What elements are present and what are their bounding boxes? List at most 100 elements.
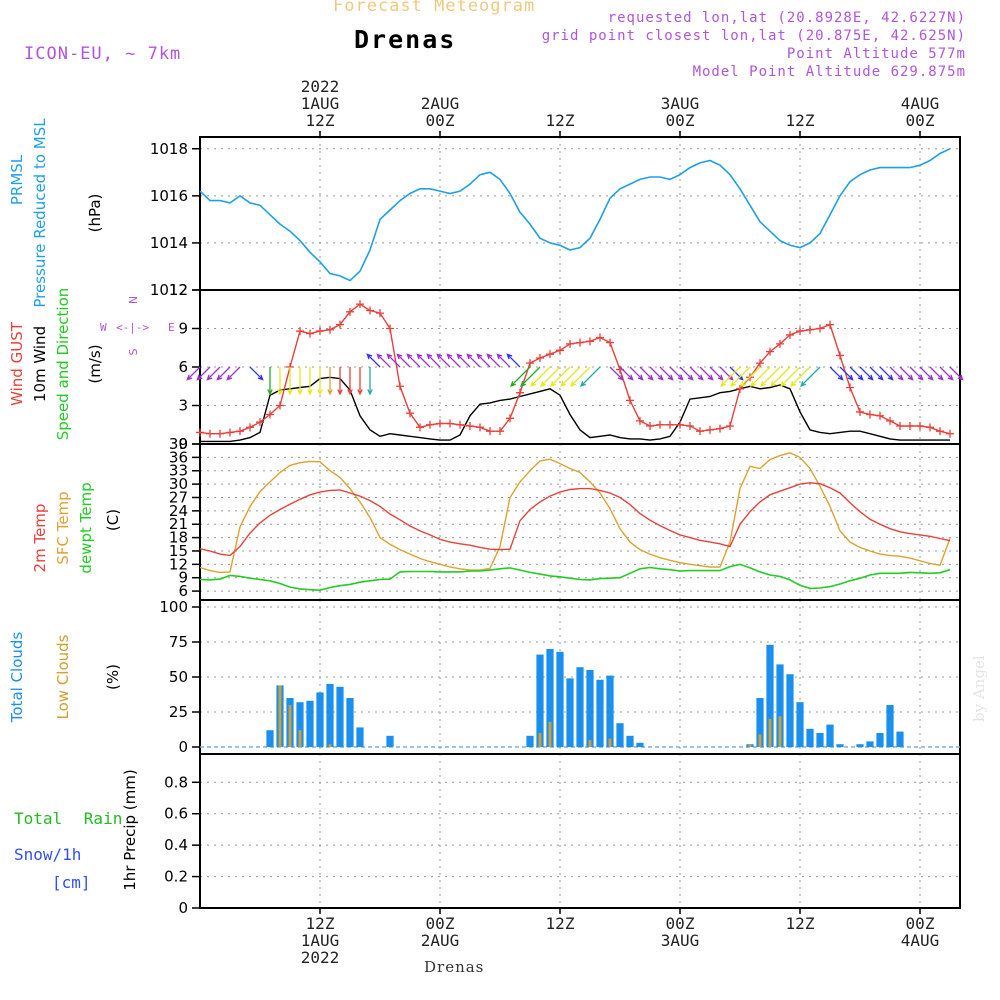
total-cloud-bar <box>336 686 344 747</box>
wind-gust-label: Wind GUST <box>8 321 26 406</box>
wind-arrow <box>347 367 353 396</box>
point-altitude: Point Altitude 577m <box>786 46 966 62</box>
total-cloud-bar <box>546 649 554 747</box>
gust-marker <box>666 420 674 429</box>
compass-n: N <box>127 296 140 304</box>
wind-arrow <box>456 353 471 368</box>
gust-marker <box>556 346 564 355</box>
compass-w: W <box>100 321 107 334</box>
top-time-label: 00Z <box>906 111 935 130</box>
temp-unit: (C) <box>104 509 122 531</box>
total-cloud-bar <box>826 724 834 747</box>
gust-marker <box>476 423 484 432</box>
bottom-time-label: 1AUG <box>301 931 340 950</box>
y-tick-label: 0.6 <box>164 805 188 823</box>
gust-marker <box>576 338 584 347</box>
wind-arrow <box>426 353 441 368</box>
y-tick-label: 12 <box>169 555 188 573</box>
wind-arrow <box>740 366 761 387</box>
gust-marker <box>416 423 424 432</box>
compass-e: E <box>168 321 175 334</box>
total-cloud-bar <box>796 702 804 747</box>
y-tick-label: 100 <box>159 598 188 616</box>
total-cloud-bar <box>556 651 564 747</box>
gust-marker <box>336 320 344 329</box>
gust-marker <box>436 419 444 428</box>
wind-arrow <box>730 366 751 387</box>
wind-arrow <box>206 366 221 381</box>
gust-marker <box>856 407 864 416</box>
wind-arrow <box>720 366 741 387</box>
gust-marker <box>796 327 804 336</box>
wind-arrow <box>669 366 684 381</box>
y-tick-label: 1018 <box>150 140 188 158</box>
bottom-time-label: 2022 <box>301 948 340 967</box>
low-cloud-bar <box>328 744 332 747</box>
low-cloud-bar <box>768 719 772 747</box>
gust-marker <box>896 422 904 431</box>
snow-unit: [cm] <box>52 873 91 892</box>
dewpoint-line <box>199 563 951 592</box>
gust-marker <box>246 423 254 432</box>
y-tick-label: 33 <box>169 462 188 480</box>
gust-marker <box>406 409 414 418</box>
total-rain-label: Total Rain <box>14 809 122 828</box>
total-cloud-bar <box>766 644 774 747</box>
wind-arrow <box>297 367 303 396</box>
wind-arrow <box>649 366 664 381</box>
wind-arrow <box>929 366 944 381</box>
gust-marker <box>816 324 824 333</box>
gust-marker <box>296 327 304 336</box>
total-cloud-bar <box>296 702 304 747</box>
total-cloud-bar <box>776 664 784 747</box>
pressure-line <box>199 148 951 282</box>
wind-arrow <box>699 366 714 381</box>
gust-marker <box>366 306 374 315</box>
wind-arrow <box>327 367 333 396</box>
model-label: ICON-EU, ~ 7km <box>24 44 182 64</box>
gust-marker <box>886 416 894 425</box>
total-clouds-label: Total Clouds <box>8 632 26 724</box>
low-clouds-label: Low Clouds <box>54 634 72 719</box>
temp-dew-label: dewpt Temp <box>77 482 95 573</box>
low-cloud-bar <box>278 685 282 747</box>
wind-arrow <box>679 366 694 381</box>
total-cloud-bar <box>266 730 274 747</box>
y-tick-label: 6 <box>178 358 188 376</box>
total-cloud-bar <box>876 733 884 747</box>
bottom-time-label: 00Z <box>906 914 935 933</box>
gust-marker <box>806 325 814 334</box>
gust-marker <box>646 422 654 431</box>
wind-direction-arrows <box>186 353 964 396</box>
compass-line: <-|-> <box>116 321 149 334</box>
bottom-location: Drenas <box>424 958 484 976</box>
low-cloud-bar <box>758 734 762 747</box>
gust-marker <box>726 422 734 431</box>
wind-arrow <box>510 366 531 387</box>
wind-arrow <box>277 367 283 396</box>
gust-marker <box>346 307 354 316</box>
wind-speed-label: 10m Wind <box>31 326 49 402</box>
gust-marker <box>456 420 464 429</box>
wind-arrow <box>287 367 293 396</box>
total-cloud-bar <box>306 700 314 747</box>
top-time-label: 4AUG <box>901 94 940 113</box>
y-tick-label: 0 <box>178 435 188 453</box>
y-tick-label: 15 <box>169 542 188 560</box>
total-cloud-bar <box>386 735 394 747</box>
y-tick-label: 0 <box>178 899 188 917</box>
gust-marker <box>316 327 324 336</box>
y-tick-label: 12 <box>169 281 188 299</box>
compass-s: S <box>127 348 140 355</box>
gust-marker <box>786 330 794 339</box>
wind-arrow <box>829 366 844 381</box>
total-cloud-bar <box>316 692 324 747</box>
snow-label: Snow/1h <box>14 845 81 864</box>
top-time-label: 12Z <box>306 111 335 130</box>
gust-marker <box>606 338 614 347</box>
y-tick-label: 9 <box>178 320 188 338</box>
wind-arrow <box>639 366 654 381</box>
